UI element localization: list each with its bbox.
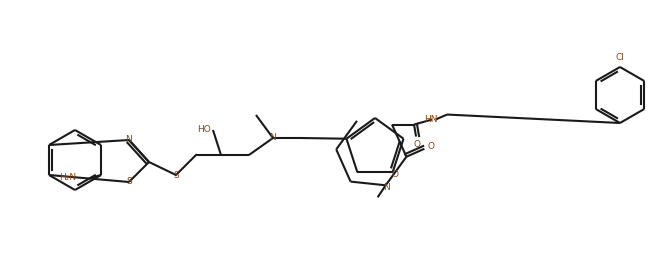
- Text: N: N: [126, 135, 132, 144]
- Text: HN: HN: [424, 115, 437, 124]
- Text: N: N: [269, 133, 276, 142]
- Text: Cl: Cl: [616, 53, 624, 62]
- Text: H₂N: H₂N: [59, 174, 76, 182]
- Text: O: O: [413, 140, 421, 149]
- Text: O: O: [391, 170, 398, 179]
- Text: S: S: [126, 177, 132, 187]
- Text: HO: HO: [197, 124, 211, 133]
- Text: S: S: [173, 170, 179, 180]
- Text: O: O: [427, 142, 434, 151]
- Text: N: N: [383, 183, 390, 192]
